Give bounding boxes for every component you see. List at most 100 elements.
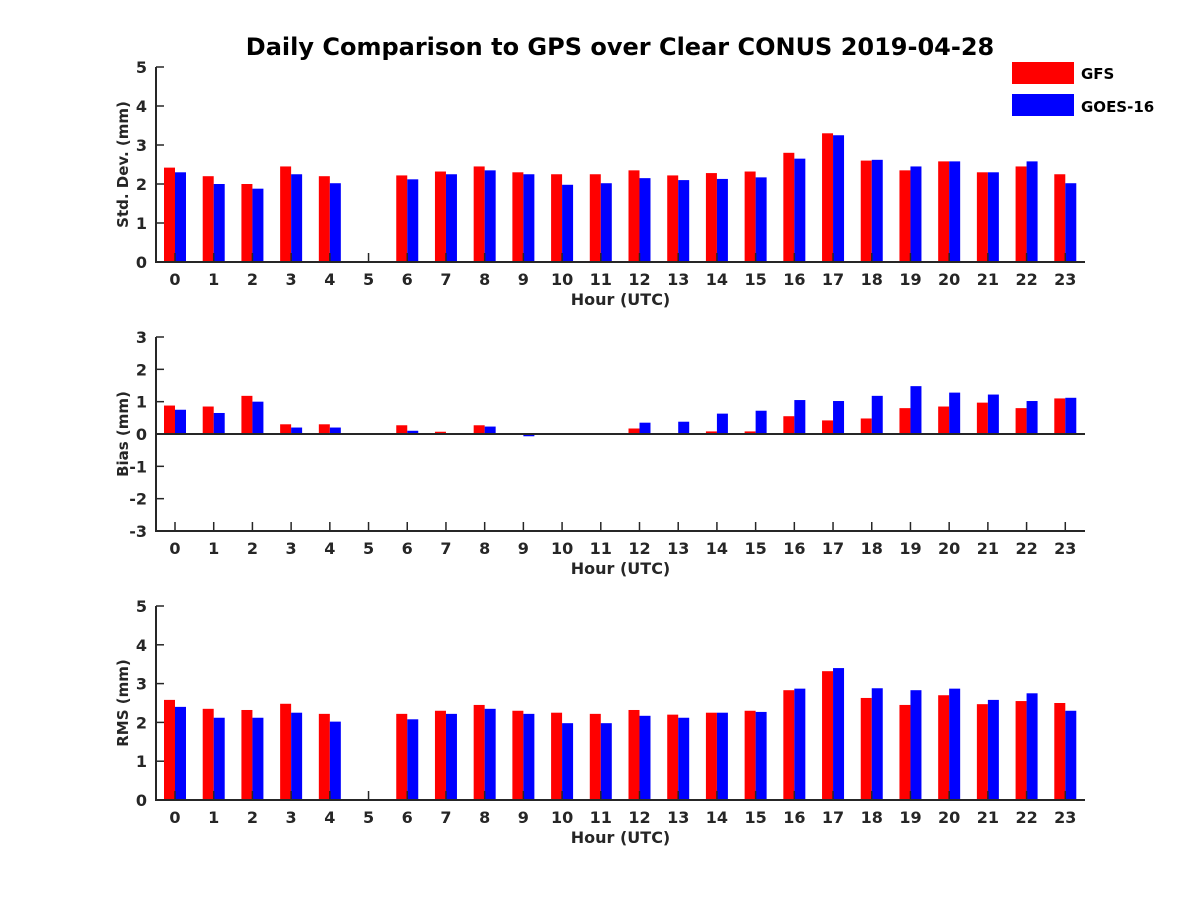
std-dev-xtick-label: 18 (861, 270, 883, 289)
rms-ytick-label: 1 (136, 752, 147, 771)
std-dev-yaxis-label: Std. Dev. (mm) (114, 101, 132, 228)
rms-xtick-label: 20 (938, 808, 960, 827)
std-dev-ytick-label: 2 (136, 175, 147, 194)
rms-bar-gfs-14 (705, 712, 717, 800)
rms-xtick-label: 14 (706, 808, 728, 827)
bias-bar-gfs-0 (164, 405, 175, 434)
rms-xtick-label: 18 (861, 808, 883, 827)
rms-xtick-label: 15 (744, 808, 766, 827)
std-dev-bar-goes16-20 (949, 161, 961, 262)
std-dev-bar-goes16-2 (252, 188, 264, 262)
std-dev-xtick-label: 8 (479, 270, 490, 289)
std-dev-xtick-label: 4 (324, 270, 335, 289)
rms-bar-goes16-2 (252, 717, 264, 800)
rms-bar-goes16-16 (794, 688, 806, 800)
bias-bar-goes16-17 (833, 401, 845, 434)
bias-xtick-label: 20 (938, 539, 960, 558)
legend: GFS GOES-16 (1012, 62, 1154, 116)
rms-bar-goes16-20 (949, 688, 961, 800)
bias-bar-goes16-18 (871, 395, 883, 434)
std-dev-xtick-label: 0 (169, 270, 180, 289)
std-dev-xtick-label: 23 (1054, 270, 1076, 289)
std-dev-ytick-label: 5 (136, 58, 147, 77)
bias-xtick-label: 4 (324, 539, 335, 558)
rms-bar-gfs-18 (860, 697, 872, 800)
bias-ytick-label: -1 (129, 457, 147, 476)
rms-bar-goes16-23 (1065, 710, 1077, 800)
std-dev-bar-gfs-18 (860, 160, 872, 262)
std-dev-xaxis-label: Hour (UTC) (571, 290, 671, 309)
bias-xtick-label: 15 (744, 539, 766, 558)
std-dev-bar-gfs-8 (473, 166, 485, 262)
bias-bar-goes16-2 (252, 401, 264, 434)
rms-yaxis-label: RMS (mm) (114, 659, 132, 746)
std-dev-xtick-label: 11 (590, 270, 612, 289)
std-dev-bar-gfs-21 (976, 172, 988, 262)
rms-bar-gfs-17 (822, 671, 834, 800)
bias-bar-gfs-12 (628, 428, 640, 434)
bias-xtick-label: 21 (977, 539, 999, 558)
std-dev-bar-gfs-4 (318, 176, 330, 262)
rms-xtick-label: 8 (479, 808, 490, 827)
bias-xtick-label: 14 (706, 539, 728, 558)
bias-bar-goes16-15 (755, 410, 767, 434)
rms-bar-gfs-8 (473, 704, 485, 800)
bias-xtick-label: 16 (783, 539, 805, 558)
std-dev-bar-goes16-22 (1026, 161, 1038, 262)
rms-bar-gfs-4 (318, 713, 330, 800)
std-dev-bar-goes16-18 (871, 159, 883, 262)
std-dev-ytick-label: 0 (136, 253, 147, 272)
rms-xtick-label: 11 (590, 808, 612, 827)
chart-title: Daily Comparison to GPS over Clear CONUS… (246, 33, 994, 61)
bias-bar-gfs-19 (899, 408, 911, 434)
rms-xtick-label: 0 (169, 808, 180, 827)
std-dev-xtick-label: 12 (628, 270, 650, 289)
rms-bar-gfs-11 (589, 713, 601, 800)
rms-bar-gfs-7 (434, 710, 446, 800)
std-dev-xtick-label: 20 (938, 270, 960, 289)
legend-swatch-goes16 (1012, 94, 1074, 116)
std-dev-bar-goes16-4 (329, 183, 341, 262)
rms-bar-gfs-3 (280, 703, 292, 800)
bias-xtick-label: 0 (169, 539, 180, 558)
rms-xtick-label: 10 (551, 808, 573, 827)
std-dev-bar-gfs-13 (667, 175, 679, 262)
std-dev-bar-goes16-6 (407, 179, 419, 262)
rms-xtick-label: 9 (518, 808, 529, 827)
bias-ytick-label: -3 (129, 522, 147, 541)
std-dev-xtick-label: 21 (977, 270, 999, 289)
bias-bar-gfs-22 (1015, 408, 1027, 434)
bias-bar-goes16-12 (639, 422, 651, 434)
rms-bar-goes16-7 (445, 713, 457, 800)
std-dev-bar-gfs-17 (822, 133, 834, 262)
std-dev-xtick-label: 15 (744, 270, 766, 289)
rms-bar-goes16-4 (329, 721, 341, 800)
bias-xtick-label: 17 (822, 539, 844, 558)
bias-bar-goes16-0 (175, 409, 186, 434)
rms-xtick-label: 1 (208, 808, 219, 827)
std-dev-bar-gfs-23 (1054, 174, 1066, 262)
std-dev-bar-goes16-15 (755, 177, 767, 262)
std-dev-bar-gfs-3 (280, 166, 292, 262)
rms-xtick-label: 19 (899, 808, 921, 827)
bias-xtick-label: 3 (286, 539, 297, 558)
bias-xtick-label: 12 (628, 539, 650, 558)
rms-bar-gfs-12 (628, 709, 640, 800)
rms-xtick-label: 3 (286, 808, 297, 827)
rms-xtick-label: 5 (363, 808, 374, 827)
std-dev-bar-gfs-16 (783, 152, 795, 262)
std-dev-xtick-label: 2 (247, 270, 258, 289)
legend-label-gfs: GFS (1081, 65, 1114, 83)
std-dev-bar-goes16-21 (987, 172, 999, 262)
rms-bar-goes16-14 (716, 712, 728, 800)
bias-bar-goes16-16 (794, 400, 806, 434)
bias-bar-gfs-23 (1054, 398, 1066, 434)
rms-xtick-label: 13 (667, 808, 689, 827)
std-dev-xtick-label: 9 (518, 270, 529, 289)
bias-xtick-label: 23 (1054, 539, 1076, 558)
bias-xtick-label: 1 (208, 539, 219, 558)
std-dev-xtick-label: 14 (706, 270, 728, 289)
rms-bar-gfs-16 (783, 690, 795, 800)
